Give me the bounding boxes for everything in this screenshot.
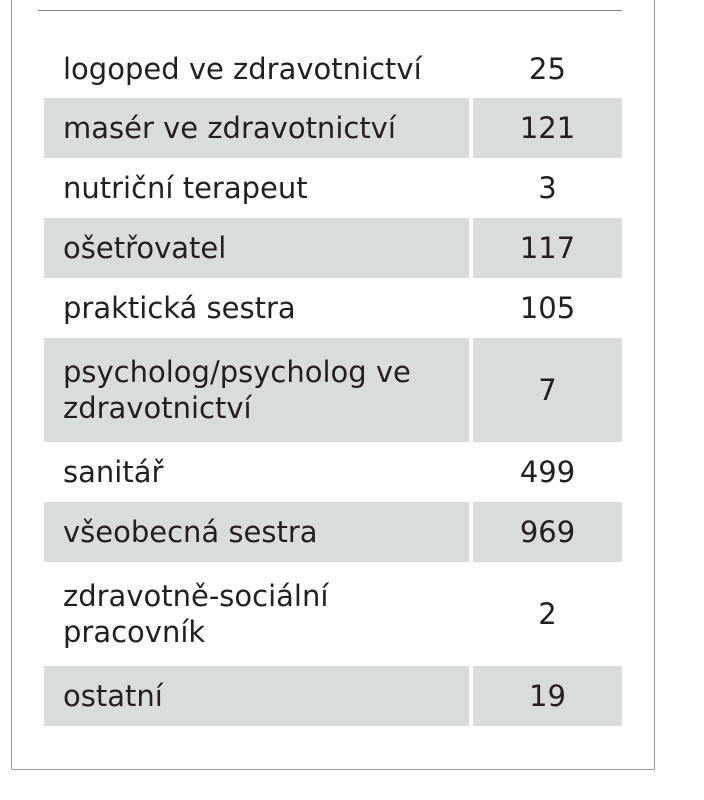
count-cell: 7 [473,338,622,442]
count-cell: 105 [473,278,622,338]
table-row: zdravotně-sociální pracovník 2 [44,562,622,666]
count-cell: 117 [473,218,622,278]
table-row: sanitář 499 [44,442,622,502]
profession-cell: ostatní [44,666,469,726]
profession-cell: ošetřovatel [44,218,469,278]
count-cell: 121 [473,98,622,158]
table-row: logoped ve zdravotnictví 25 [44,40,622,98]
table-row: všeobecná sestra 969 [44,502,622,562]
table-row: ošetřovatel 117 [44,218,622,278]
profession-cell: nutriční terapeut [44,158,469,218]
count-cell: 25 [473,40,622,98]
count-cell: 3 [473,158,622,218]
table-row: psycholog/psycholog ve zdravotnictví 7 [44,338,622,442]
table-row: masér ve zdravotnictví 121 [44,98,622,158]
profession-cell: zdravotně-sociální pracovník [44,562,469,666]
profession-cell: psycholog/psycholog ve zdravotnictví [44,338,469,442]
top-divider [38,10,622,11]
count-cell: 499 [473,442,622,502]
count-cell: 2 [473,562,622,666]
count-cell: 969 [473,502,622,562]
profession-cell: sanitář [44,442,469,502]
profession-cell: praktická sestra [44,278,469,338]
table-row: ostatní 19 [44,666,622,726]
count-cell: 19 [473,666,622,726]
profession-cell: masér ve zdravotnictví [44,98,469,158]
profession-count-table: logoped ve zdravotnictví 25 masér ve zdr… [44,40,622,726]
table-row: praktická sestra 105 [44,278,622,338]
profession-cell: všeobecná sestra [44,502,469,562]
table-row: nutriční terapeut 3 [44,158,622,218]
profession-cell: logoped ve zdravotnictví [44,40,469,98]
